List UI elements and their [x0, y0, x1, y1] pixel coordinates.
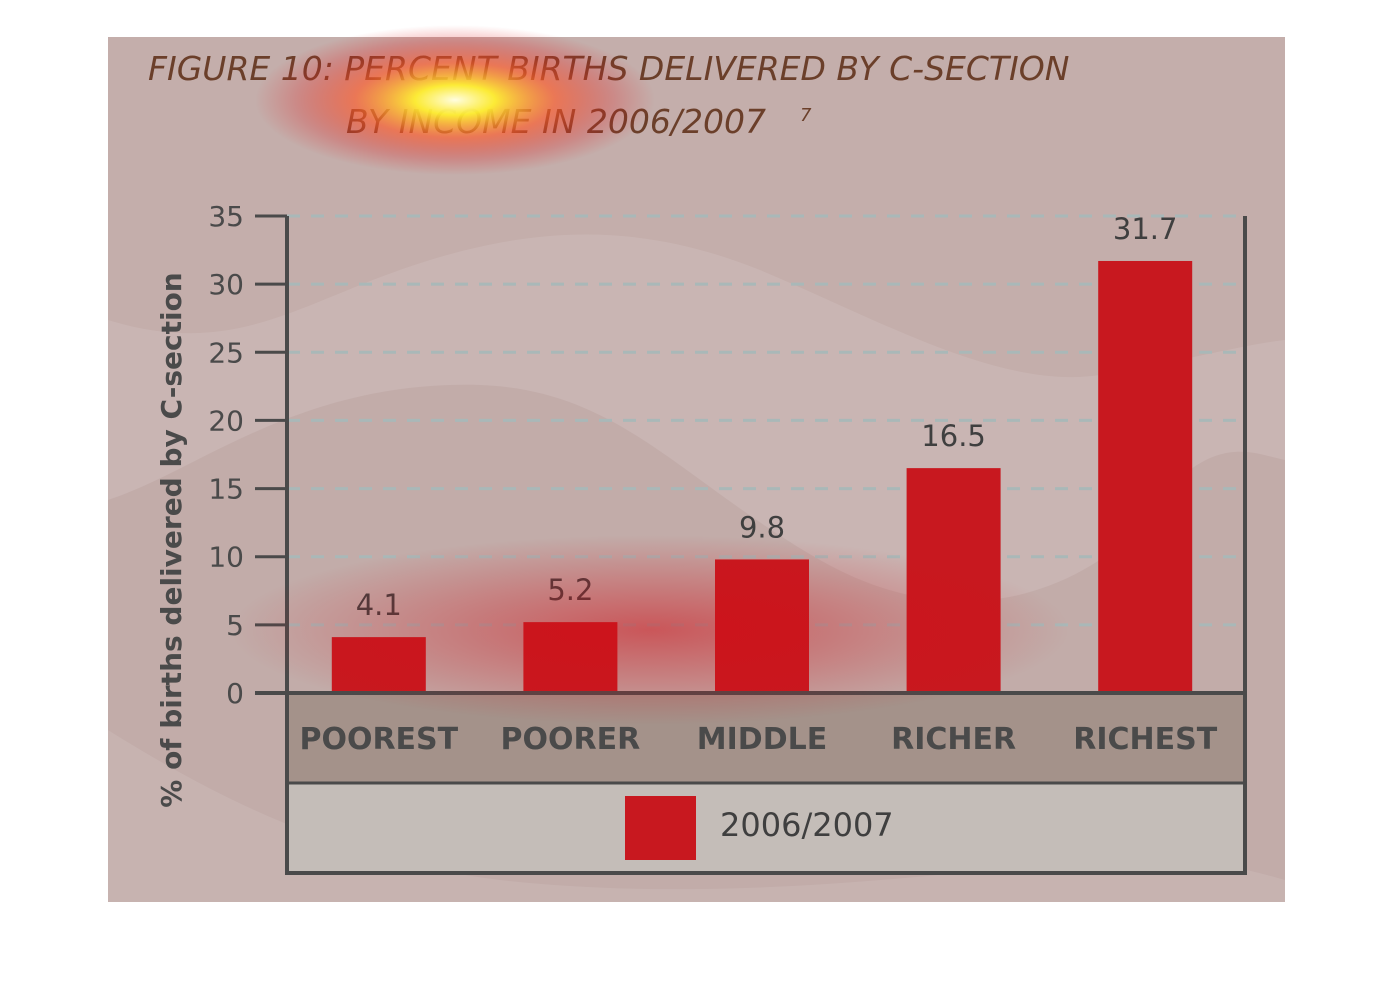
y-tick-label: 0: [226, 677, 244, 710]
legend-swatch: [625, 796, 696, 860]
legend-band: [287, 783, 1245, 873]
chart-title-superscript: 7: [800, 105, 812, 126]
category-label-richest: RICHEST: [1073, 722, 1217, 757]
gridlines: [287, 214, 1245, 627]
category-labels: POOREST POORER MIDDLE RICHER RICHEST: [299, 722, 1217, 757]
y-tick-label: 20: [208, 404, 244, 437]
legend-label: 2006/2007: [720, 806, 894, 844]
background-wave-3: [108, 730, 1285, 902]
y-tick-label: 25: [208, 336, 244, 369]
bar-richest: [1098, 260, 1193, 693]
value-label-richest: 31.7: [1113, 212, 1178, 246]
category-label-richer: RICHER: [891, 722, 1016, 757]
y-tick-label: 35: [208, 200, 244, 233]
y-tick-label: 10: [208, 541, 244, 574]
y-axis-label: % of births delivered by C-section: [155, 272, 188, 807]
y-tick-label: 15: [208, 473, 244, 506]
y-tick-labels: 05101520253035: [208, 200, 244, 710]
y-tick-label: 30: [208, 268, 244, 301]
category-label-poorer: POORER: [501, 722, 641, 757]
value-label-richer: 16.5: [921, 419, 986, 453]
glow-highlight-bars: [230, 535, 1070, 725]
category-label-poorest: POOREST: [299, 722, 458, 757]
category-label-middle: MIDDLE: [697, 722, 827, 757]
glow-highlight-title: [255, 25, 655, 175]
